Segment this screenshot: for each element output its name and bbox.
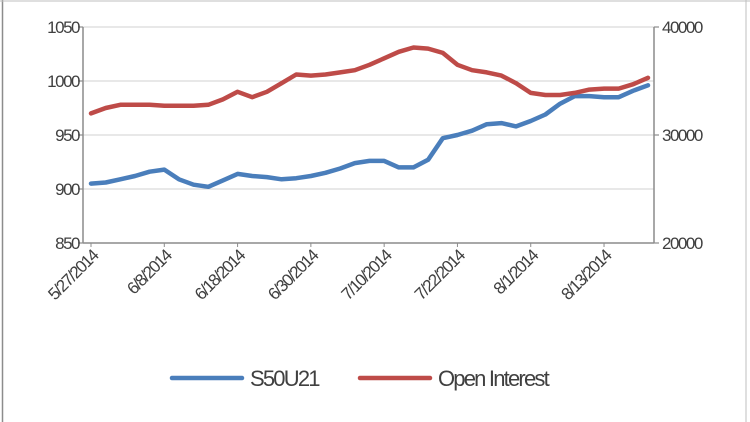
x-tick-label: 5/27/2014 xyxy=(44,246,102,304)
legend-label-s50u21: S50U21 xyxy=(250,366,320,391)
y-right-tick-label: 30000 xyxy=(662,126,703,145)
y-left-tick-label: 850 xyxy=(55,234,80,253)
y-right-tick-label: 40000 xyxy=(662,18,703,37)
legend-layer: S50U21 Open Interest xyxy=(169,366,551,391)
x-tick-label: 7/22/2014 xyxy=(411,246,469,304)
grid-layer xyxy=(83,26,654,190)
series-layer xyxy=(88,45,651,190)
y-left-tick-label: 900 xyxy=(55,180,80,199)
y-left-tick-label: 1000 xyxy=(47,72,80,91)
x-tick-label: 6/8/2014 xyxy=(123,246,175,298)
series-line-s50u21 xyxy=(88,83,651,190)
axis-layer xyxy=(78,26,659,247)
x-tick-label: 8/13/2014 xyxy=(557,246,615,304)
x-tick-label: 7/10/2014 xyxy=(338,246,396,304)
y-left-tick-label: 950 xyxy=(55,126,80,145)
x-tick-label: 6/30/2014 xyxy=(264,246,322,304)
y-left-tick-label: 1050 xyxy=(47,18,80,37)
x-tick-label: 8/1/2014 xyxy=(490,246,542,298)
x-tick-label: 6/18/2014 xyxy=(191,246,249,304)
legend-label-open-interest: Open Interest xyxy=(438,366,550,391)
y-right-tick-label: 20000 xyxy=(662,234,703,253)
